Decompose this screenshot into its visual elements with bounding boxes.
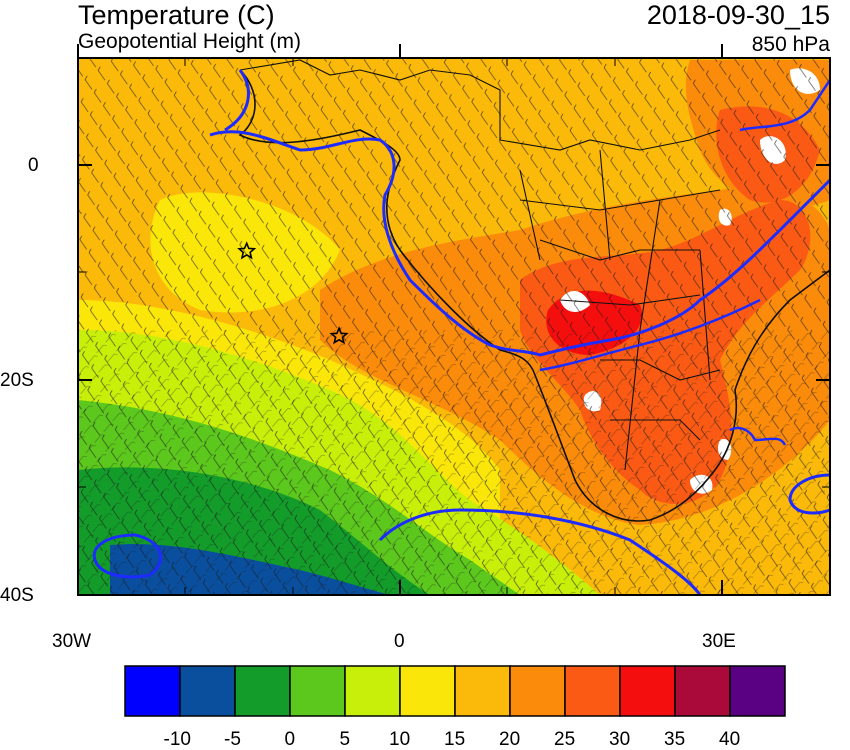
colorbar-tick-label: -5 — [224, 729, 241, 750]
axis-ticks — [77, 44, 830, 596]
geopotential-contour-east — [788, 473, 830, 515]
geopotential-contour-2 — [539, 298, 761, 372]
colorbar-swatch — [289, 665, 346, 717]
colorbar-tick-label: 0 — [284, 729, 296, 750]
colorbar-tick-label: 30 — [609, 729, 631, 750]
colorbar-swatch — [509, 665, 566, 717]
colorbar-tick-label: 25 — [554, 729, 576, 750]
colorbar-tick-label: 20 — [499, 729, 521, 750]
geopotential-contour-madagascar — [729, 426, 787, 446]
colorbar-tick-label: -10 — [163, 729, 191, 750]
star-marker — [329, 326, 349, 345]
lat-label-40s: 40S — [0, 585, 34, 606]
temperature-field — [78, 58, 830, 595]
star-marker — [237, 241, 257, 260]
geopotential-contour-northeast — [739, 79, 830, 132]
geopotential-contour-south — [378, 508, 702, 595]
colorbar-tick-label: 15 — [444, 729, 466, 750]
colorbar-swatch — [564, 665, 621, 717]
colorbar-swatch — [179, 665, 236, 717]
plot-title-left: Temperature (C) — [78, 0, 275, 30]
lat-label-20s: 20S — [0, 370, 34, 391]
plot-subtitle-right: 850 hPa — [751, 33, 830, 56]
geopotential-contour-1 — [209, 130, 830, 357]
colorbar-tick-label: 35 — [664, 729, 686, 750]
wind-barbs-south — [78, 330, 830, 595]
lon-label-30w: 30W — [52, 631, 92, 652]
lat-label-0: 0 — [28, 155, 39, 176]
plot-title-right: 2018-09-30_15 — [646, 0, 830, 30]
country-borders — [499, 129, 721, 471]
colorbar-swatch — [729, 665, 786, 717]
colorbar-tick-label: 10 — [389, 729, 411, 750]
africa-coastline — [238, 69, 830, 522]
plot-subtitle-left: Geopotential Height (m) — [78, 30, 301, 53]
west-africa-borders — [239, 59, 501, 140]
colorbar — [124, 665, 786, 717]
lon-label-0: 0 — [394, 631, 405, 652]
colorbar-swatch — [399, 665, 456, 717]
lon-label-30e: 30E — [702, 631, 736, 652]
colorbar-tick-label: 5 — [339, 729, 351, 750]
marker-layer — [237, 241, 349, 345]
geopotential-contour-north — [224, 69, 250, 132]
map-frame — [77, 57, 831, 596]
colorbar-swatch — [674, 665, 731, 717]
axis-minor-ticks — [78, 57, 830, 595]
colorbar-swatch — [619, 665, 676, 717]
colorbar-swatch — [124, 665, 181, 717]
colorbar-swatch — [344, 665, 401, 717]
colorbar-tick-label: 40 — [719, 729, 741, 750]
geopotential-contour-low — [92, 533, 163, 579]
colorbar-swatch — [234, 665, 291, 717]
colorbar-swatch — [454, 665, 511, 717]
